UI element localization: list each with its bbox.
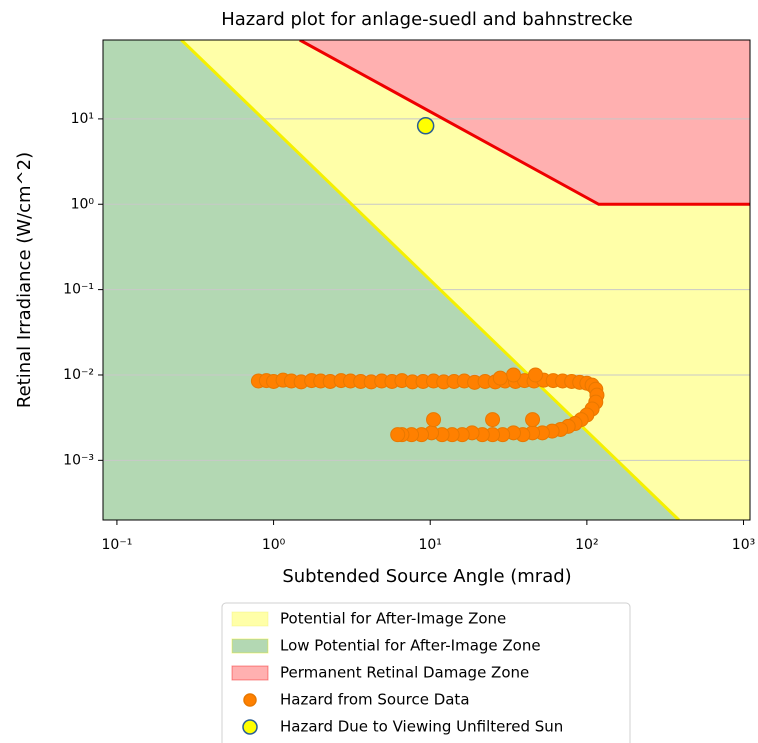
plot-area bbox=[103, 40, 750, 520]
retinal-damage-zone bbox=[299, 40, 750, 205]
x-tick-label: 10⁻¹ bbox=[102, 537, 133, 553]
y-tick-label: 10⁻³ bbox=[63, 452, 94, 468]
chart-title: Hazard plot for anlage-suedl and bahnstr… bbox=[221, 9, 633, 30]
legend-label: Permanent Retinal Damage Zone bbox=[280, 664, 529, 682]
legend-marker bbox=[243, 693, 257, 707]
x-tick-label: 10¹ bbox=[418, 537, 441, 553]
sun-point bbox=[416, 117, 435, 135]
legend-swatch bbox=[231, 638, 269, 654]
zone-boundary bbox=[299, 40, 750, 206]
y-axis-label: Retinal Irradiance (W/cm^2) bbox=[14, 152, 35, 408]
x-axis-label: Subtended Source Angle (mrad) bbox=[282, 566, 571, 587]
axes-frame bbox=[102, 39, 751, 521]
legend-label: Hazard from Source Data bbox=[280, 691, 470, 709]
source-point bbox=[485, 412, 501, 428]
legend-box bbox=[221, 602, 631, 743]
y-tick-label: 10⁻² bbox=[63, 367, 94, 383]
x-tick-label: 10² bbox=[575, 537, 598, 553]
source-point bbox=[390, 427, 406, 443]
source-point bbox=[505, 367, 521, 383]
legend-swatch bbox=[231, 611, 269, 627]
y-tick-label: 10¹ bbox=[71, 111, 94, 127]
source-point bbox=[528, 367, 544, 383]
source-point bbox=[426, 412, 442, 428]
legend-label: Hazard Due to Viewing Unfiltered Sun bbox=[280, 718, 563, 736]
legend-label: Potential for After-Image Zone bbox=[280, 610, 506, 628]
low-after-image-zone bbox=[103, 40, 679, 520]
source-point bbox=[492, 370, 508, 386]
legend-label: Low Potential for After-Image Zone bbox=[280, 637, 541, 655]
y-tick-label: 10⁰ bbox=[71, 196, 95, 212]
y-tick-label: 10⁻¹ bbox=[63, 282, 94, 298]
legend-swatch bbox=[231, 665, 269, 681]
source-point bbox=[525, 412, 541, 428]
x-tick-label: 10³ bbox=[732, 537, 755, 553]
x-tick-label: 10⁰ bbox=[262, 537, 286, 553]
zone-boundary bbox=[180, 40, 680, 520]
legend-marker bbox=[242, 719, 258, 735]
